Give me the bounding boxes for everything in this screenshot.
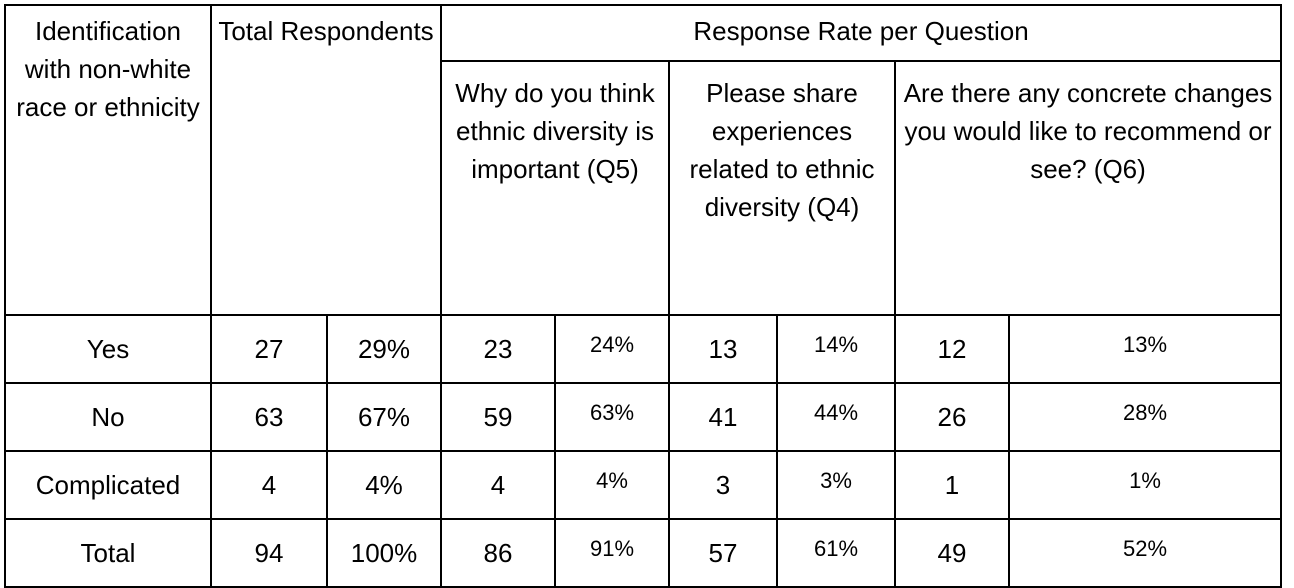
total-percent: 29% — [326, 314, 442, 384]
q6-percent: 52% — [1008, 518, 1282, 588]
q5-percent: 4% — [554, 450, 670, 520]
table-row: No 63 67% 59 63% 41 44% 26 28% — [4, 382, 1282, 452]
row-label: Total — [4, 518, 212, 588]
q4-percent: 3% — [776, 450, 896, 520]
q6-percent: 13% — [1008, 314, 1282, 384]
q6-percent: 1% — [1008, 450, 1282, 520]
q4-count: 13 — [668, 314, 778, 384]
q5-percent: 91% — [554, 518, 670, 588]
q4-count: 3 — [668, 450, 778, 520]
q4-percent: 14% — [776, 314, 896, 384]
total-count: 63 — [210, 382, 328, 452]
row-label: No — [4, 382, 212, 452]
q4-count: 41 — [668, 382, 778, 452]
q5-count: 86 — [440, 518, 556, 588]
header-q6: Are there any concrete changes you would… — [894, 60, 1282, 316]
q6-count: 12 — [894, 314, 1010, 384]
q5-count: 4 — [440, 450, 556, 520]
table-row: Complicated 4 4% 4 4% 3 3% 1 1% — [4, 450, 1282, 520]
q5-percent: 63% — [554, 382, 670, 452]
header-response-rate: Response Rate per Question — [440, 4, 1282, 62]
row-label: Yes — [4, 314, 212, 384]
total-count: 94 — [210, 518, 328, 588]
total-percent: 4% — [326, 450, 442, 520]
total-count: 27 — [210, 314, 328, 384]
q6-count: 1 — [894, 450, 1010, 520]
response-rate-table: Identification with non-white race or et… — [4, 4, 1282, 588]
row-label: Complicated — [4, 450, 212, 520]
header-total-respondents: Total Respondents — [210, 4, 442, 316]
q6-percent: 28% — [1008, 382, 1282, 452]
total-percent: 100% — [326, 518, 442, 588]
q5-count: 23 — [440, 314, 556, 384]
q4-percent: 61% — [776, 518, 896, 588]
table-row: Yes 27 29% 23 24% 13 14% 12 13% — [4, 314, 1282, 384]
q6-count: 26 — [894, 382, 1010, 452]
header-q4: Please share experiences related to ethn… — [668, 60, 896, 316]
q4-count: 57 — [668, 518, 778, 588]
header-identification: Identification with non-white race or et… — [4, 4, 212, 316]
table-row: Total 94 100% 86 91% 57 61% 49 52% — [4, 518, 1282, 588]
q6-count: 49 — [894, 518, 1010, 588]
q4-percent: 44% — [776, 382, 896, 452]
total-percent: 67% — [326, 382, 442, 452]
q5-percent: 24% — [554, 314, 670, 384]
header-q5: Why do you think ethnic diversity is imp… — [440, 60, 670, 316]
q5-count: 59 — [440, 382, 556, 452]
total-count: 4 — [210, 450, 328, 520]
